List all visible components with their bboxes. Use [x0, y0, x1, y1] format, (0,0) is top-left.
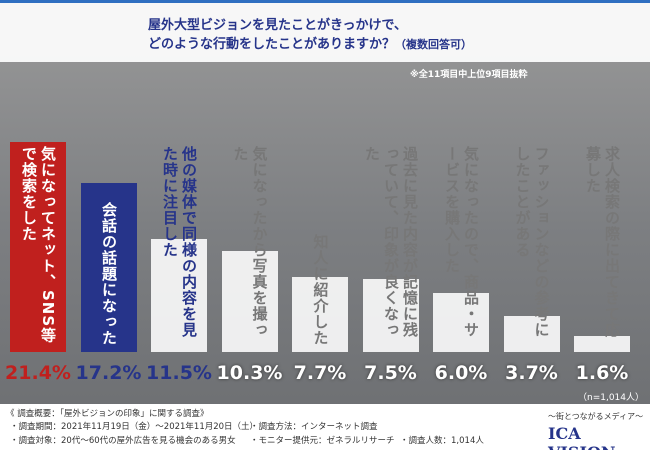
chart-title: 屋外大型ビジョンを見たことがきっかけで、 — [148, 18, 407, 33]
bar — [151, 239, 207, 352]
category-label: 知人に紹介した — [311, 234, 330, 346]
brand-logo: ICA VISION — [548, 424, 616, 450]
footer-heading: 《 調査概要：「屋外ビジョンの印象」に関する調査》 — [6, 409, 209, 419]
category-label: ファッションなどの参考にしたことがある — [513, 146, 551, 338]
value-label: 17.2% — [75, 362, 142, 384]
value-label: 3.7% — [505, 362, 558, 384]
footer-item: モニター提供元：ゼネラルリサーチ — [258, 436, 395, 446]
value-label: 1.6% — [575, 362, 629, 384]
footer-item: ・調査期間：2021年11月19日（金）～2021年11月20日（土） — [10, 422, 259, 432]
bar — [10, 142, 66, 352]
category-label: 気になったので、商品・サービスを購入した — [443, 146, 480, 338]
value-label: 11.5% — [146, 362, 212, 384]
footer-item: 調査対象：20代～60代の屋外広告を見る機会のある男女 — [18, 436, 236, 446]
header-band — [0, 0, 650, 62]
footer-item: ・調査対象：20代～60代の屋外広告を見る機会のある男女 — [10, 436, 236, 446]
value-label: 6.0% — [434, 362, 488, 384]
footer-item: ・調査人数：1,014人 — [400, 436, 484, 446]
value-label: 10.3% — [216, 362, 283, 384]
category-label: 過去に見た内容が記憶に残っていて、印象が良くなった — [363, 146, 419, 338]
bar — [433, 293, 489, 352]
category-label: 求人検索の際に出てきて応募した — [584, 146, 621, 338]
footer-item: 調査人数：1,014人 — [408, 436, 484, 446]
bar — [221, 251, 278, 352]
footer-item: ・調査方法：インターネット調査 — [250, 422, 378, 432]
note: ※全11項目中上位9項目抜粋 — [410, 70, 528, 80]
category-label: 他の媒体で同様の内容を見た時に注目した — [161, 146, 198, 338]
footer: 《 調査概要：「屋外ビジョンの印象」に関する調査》 ・調査期間：2021年11月… — [0, 404, 650, 450]
footer-item: 調査期間：2021年11月19日（金）～2021年11月20日（土） — [18, 422, 259, 432]
category-label: 会話の話題になった — [100, 202, 118, 346]
chart-title: どのような行動をしたことがありますか？ — [148, 37, 396, 52]
bar — [80, 183, 137, 352]
chart-subtitle: （複数回答可） — [395, 38, 473, 51]
value-label: 7.5% — [364, 362, 417, 384]
bar — [503, 315, 560, 352]
value-label: 21.4% — [5, 362, 71, 384]
chart-title: どのような行動をしたことがありますか？（複数回答可） — [148, 33, 472, 52]
category-label: 気になってネット、SNS等で検索をした — [20, 146, 57, 344]
bar — [292, 276, 348, 352]
tagline: ～街とつながるメディア～ — [548, 412, 644, 421]
value-label: 7.7% — [293, 362, 347, 384]
bar — [362, 278, 419, 352]
sample-size: （n=1,014人） — [578, 393, 645, 403]
category-label: 気になったから写真を撮った — [231, 146, 269, 338]
footer-item: ・モニター提供元：ゼネラルリサーチ — [250, 436, 395, 446]
bar — [574, 336, 630, 352]
footer-item: 調査方法：インターネット調査 — [258, 422, 378, 432]
